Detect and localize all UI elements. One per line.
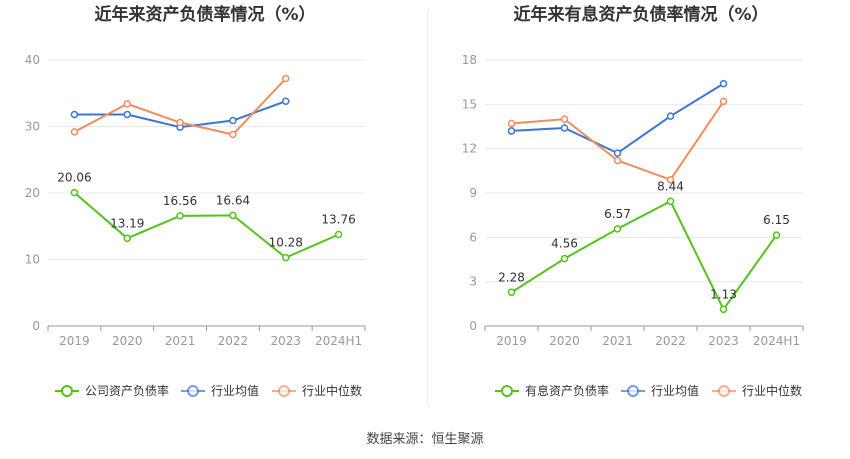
y-tick-label: 40 <box>25 53 40 67</box>
x-tick-label: 2019 <box>496 334 527 348</box>
data-label: 13.19 <box>110 216 144 230</box>
chart-divider <box>427 10 428 405</box>
data-point-median[interactable] <box>560 115 569 123</box>
legend-marker-median[interactable] <box>278 385 290 397</box>
data-point-company[interactable] <box>70 188 79 197</box>
legend-marker-avg[interactable] <box>627 385 639 397</box>
legend-label-median[interactable]: 行业中位数 <box>302 383 362 398</box>
legend-label-company[interactable]: 有息资产负债率 <box>525 383 609 398</box>
data-point-median[interactable] <box>176 118 184 127</box>
x-tick-label: 2022 <box>218 334 249 348</box>
x-tick-label: 2020 <box>549 334 580 348</box>
data-point-company[interactable] <box>176 212 184 220</box>
data-point-avg[interactable] <box>719 79 728 88</box>
y-tick-label: 15 <box>462 97 477 111</box>
data-label: 1.13 <box>710 287 737 301</box>
data-point-avg[interactable] <box>613 149 622 157</box>
data-label: 6.15 <box>763 213 790 227</box>
data-point-avg[interactable] <box>507 127 516 135</box>
x-tick-label: 2023 <box>270 334 301 348</box>
legend-label-median[interactable]: 行业中位数 <box>742 383 802 398</box>
data-point-company[interactable] <box>613 225 622 233</box>
y-tick-label: 10 <box>25 253 40 267</box>
data-label: 10.28 <box>269 236 303 250</box>
y-tick-label: 0 <box>469 319 477 333</box>
legend-label-avg[interactable]: 行业均值 <box>211 383 259 398</box>
data-label: 4.56 <box>551 237 578 251</box>
data-point-company[interactable] <box>334 230 343 239</box>
x-tick-label: 2023 <box>708 334 739 348</box>
data-point-company[interactable] <box>772 231 781 239</box>
interest-debt-ratio-chart: 近年来有息资产负债率情况（%） 0 3 6 9 12 15 18 2019 2020 2021 202… <box>462 4 804 398</box>
series-line-median <box>511 100 725 181</box>
data-label: 16.56 <box>163 194 197 208</box>
data-label: 8.44 <box>657 179 684 193</box>
data-point-median[interactable] <box>666 175 675 184</box>
y-tick-label: 12 <box>462 142 477 156</box>
legend-marker-company[interactable] <box>61 385 73 397</box>
debt-ratio-chart: 近年来资产负债率情况（%） 0 10 20 30 40 2019 2020 2021 2022 20… <box>25 4 366 398</box>
data-point-company[interactable] <box>666 197 675 206</box>
data-point-avg[interactable] <box>282 97 290 105</box>
chart-title: 近年来有息资产负债率情况（%） <box>513 4 768 25</box>
y-tick-label: 0 <box>32 319 40 333</box>
data-point-company[interactable] <box>282 253 290 262</box>
data-point-avg[interactable] <box>560 124 569 132</box>
x-tick-label: 2024H1 <box>753 334 800 348</box>
y-tick-label: 9 <box>469 186 477 200</box>
x-tick-label: 2021 <box>165 334 196 348</box>
legend-marker-median[interactable] <box>718 385 730 397</box>
data-point-company[interactable] <box>560 254 569 263</box>
data-point-median[interactable] <box>507 119 516 128</box>
data-label: 2.28 <box>498 270 525 284</box>
data-point-company[interactable] <box>229 211 237 220</box>
legend-marker-avg[interactable] <box>187 385 199 397</box>
data-point-median[interactable] <box>613 156 622 165</box>
data-point-median[interactable] <box>229 130 237 139</box>
series-line-company <box>510 199 778 312</box>
data-point-avg[interactable] <box>229 116 237 125</box>
data-label: 13.76 <box>321 212 355 226</box>
series-line-avg <box>511 82 725 155</box>
x-tick-label: 2021 <box>602 334 633 348</box>
data-point-avg[interactable] <box>666 112 675 120</box>
x-tick-label: 2019 <box>59 334 90 348</box>
y-tick-label: 20 <box>25 186 40 200</box>
data-point-avg[interactable] <box>123 110 131 119</box>
data-point-company[interactable] <box>123 234 131 243</box>
y-tick-label: 3 <box>469 275 477 289</box>
data-point-median[interactable] <box>719 97 728 106</box>
data-point-company[interactable] <box>507 288 516 297</box>
x-tick-label: 2022 <box>655 334 686 348</box>
x-tick-label: 2024H1 <box>315 334 362 348</box>
y-tick-label: 18 <box>462 53 477 67</box>
data-label: 20.06 <box>57 171 91 185</box>
data-point-median[interactable] <box>70 128 79 136</box>
data-point-median[interactable] <box>282 74 290 83</box>
data-label: 6.57 <box>604 207 631 221</box>
y-tick-label: 30 <box>25 120 40 134</box>
y-tick-label: 6 <box>469 230 477 244</box>
legend-marker-company[interactable] <box>501 385 513 397</box>
series-line-company <box>73 191 339 259</box>
data-point-company[interactable] <box>719 305 728 314</box>
legend-label-company[interactable]: 公司资产负债率 <box>85 383 169 398</box>
data-point-median[interactable] <box>123 100 131 108</box>
data-point-avg[interactable] <box>70 110 79 119</box>
legend-label-avg[interactable]: 行业均值 <box>651 383 699 398</box>
chart-title: 近年来资产负债率情况（%） <box>94 4 315 25</box>
x-tick-label: 2020 <box>112 334 143 348</box>
source-note: 数据来源：恒生聚源 <box>366 432 484 447</box>
data-label: 16.64 <box>216 193 250 207</box>
